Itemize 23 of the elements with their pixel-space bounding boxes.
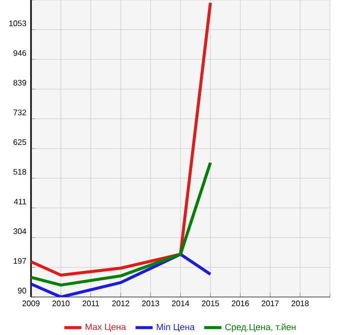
x-tick-label: 2013 (142, 300, 160, 306)
y-tick-label: 625 (14, 139, 26, 145)
x-tick-label: 2009 (22, 300, 40, 306)
y-tick-label: 518 (13, 169, 26, 175)
x-tick-label: 2012 (112, 300, 130, 306)
y-tick-label: 946 (13, 50, 26, 56)
y-tick-label: 90 (18, 288, 26, 294)
y-tick-label: 839 (13, 80, 26, 86)
y-tick-label: 411 (14, 198, 26, 204)
x-tick-label: 2010 (52, 300, 70, 306)
y-tick-label: 732 (14, 110, 26, 116)
legend-label: Min Цена (156, 324, 195, 332)
legend-label: Сред.Цена, т.йен (225, 323, 296, 332)
legend-label: Max Цена (86, 324, 126, 332)
x-tick-label: 2016 (232, 300, 249, 306)
x-tick-label: 2011 (82, 300, 100, 306)
x-tick-label: 2018 (292, 300, 309, 306)
y-tick-label: 304 (13, 228, 26, 234)
y-tick-label: 1053 (9, 20, 26, 26)
x-tick-label: 2017 (262, 300, 279, 306)
x-tick-label: 2015 (202, 300, 219, 306)
x-tick-label: 2014 (172, 300, 190, 306)
y-tick-label: 197 (14, 258, 26, 264)
